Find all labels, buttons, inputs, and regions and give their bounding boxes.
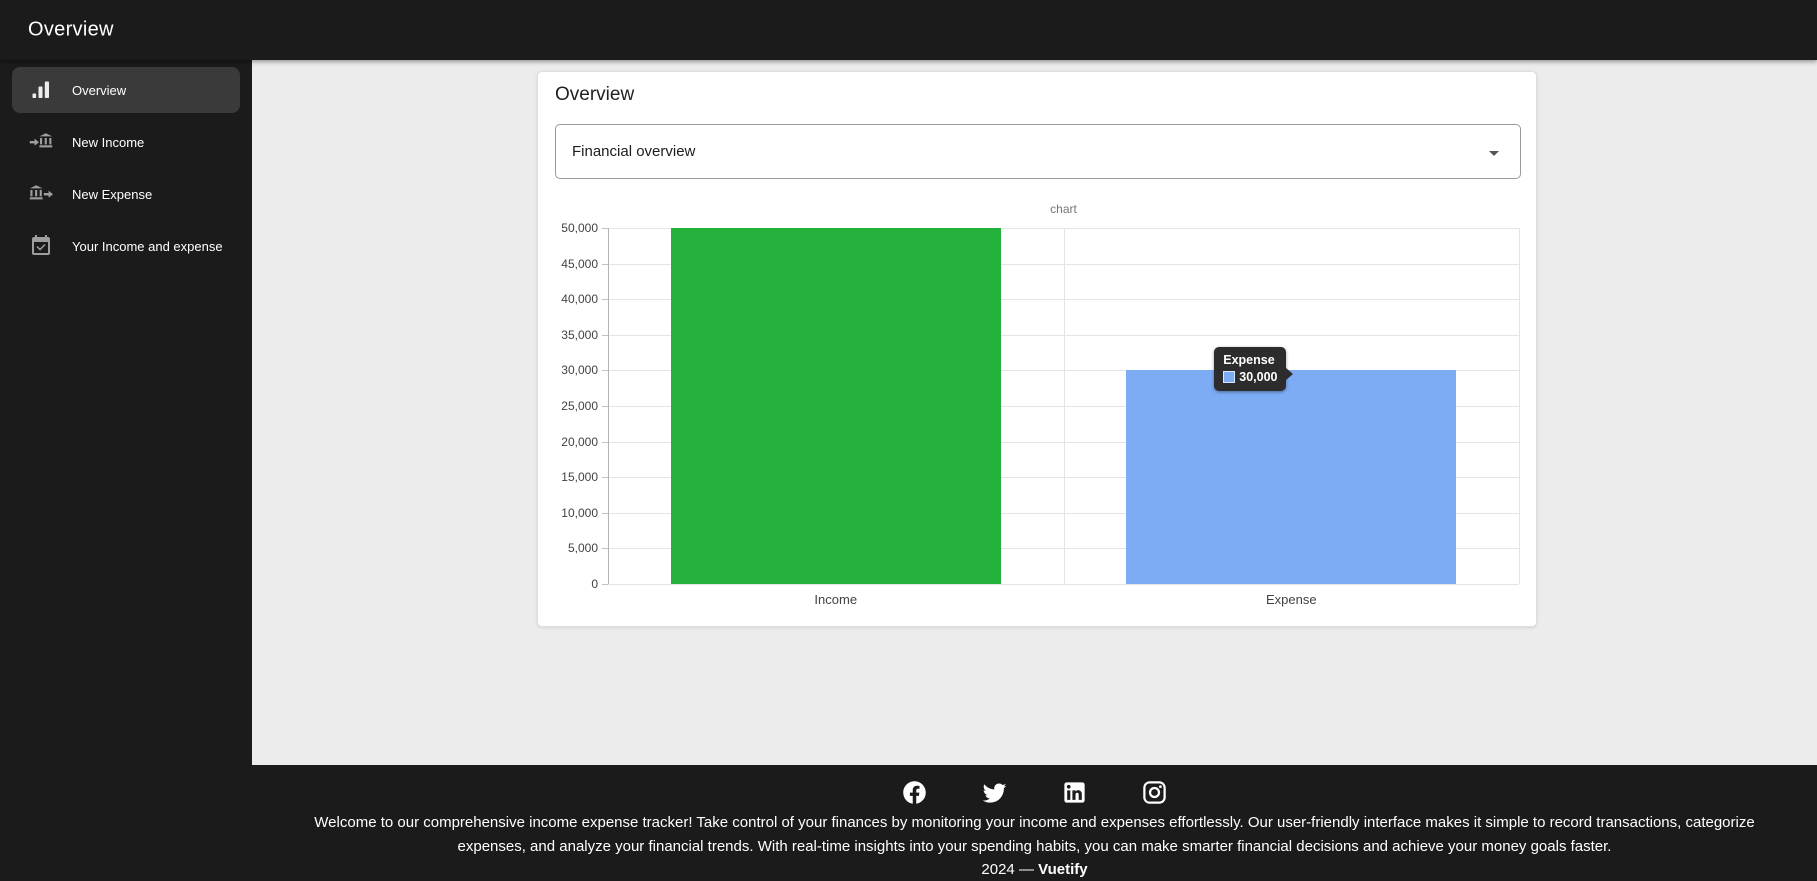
sidebar-item-label: New Income (72, 134, 145, 150)
sidebar-item-label: Your Income and expense (72, 238, 223, 254)
y-axis-tick (602, 334, 608, 336)
y-axis-tick (602, 299, 608, 301)
bar-chart-plot-area: Expense 30,000 0 5,000 10,000 15,000 20,000 2… (561, 221, 1520, 607)
y-axis-label: 35,000 (561, 327, 598, 342)
y-axis-label: 40,000 (561, 292, 598, 307)
select-value: Financial overview (572, 143, 696, 160)
bar-chart-icon (32, 81, 49, 98)
twitter-icon[interactable] (981, 779, 1008, 806)
y-axis-label: 30,000 (561, 363, 598, 378)
top-app-bar: Overview (0, 0, 1817, 60)
footer-description-line: Welcome to our comprehensive income expe… (314, 814, 1755, 831)
y-axis-label: 10,000 (561, 505, 598, 520)
footer-description-line: expenses, and analyze your financial tre… (457, 838, 1612, 855)
footer: Welcome to our comprehensive income expe… (0, 765, 1817, 881)
y-axis-label: 25,000 (561, 399, 598, 413)
sidebar-item-new-income[interactable]: New Income (12, 119, 240, 165)
y-axis-tick (602, 477, 608, 479)
vertical-gridline (1063, 228, 1065, 584)
instagram-icon[interactable] (1141, 779, 1168, 806)
y-axis-tick (602, 584, 608, 585)
footer-year-text: 2024 — (981, 861, 1034, 878)
y-axis-label: 45,000 (561, 256, 598, 271)
sidebar-item-overview[interactable]: Overview (12, 67, 240, 113)
footer-copyright: 2024 — Vuetify (264, 861, 1805, 878)
sidebar-item-label: New Expense (72, 186, 153, 202)
tooltip-series-title: Expense (1223, 353, 1275, 368)
card-title: Overview (555, 84, 635, 105)
bank-transfer-in-icon (29, 133, 53, 148)
income-bar[interactable] (670, 228, 1001, 584)
y-axis-label: 50,000 (561, 221, 598, 235)
social-icons-row (264, 765, 1805, 806)
y-axis-line (608, 228, 609, 584)
overview-card: Overview Financial overview chart Expens… (537, 71, 1537, 627)
sidebar-item-your-income-and-expense[interactable]: Your Income and expense (12, 223, 240, 269)
y-axis-label: 5,000 (567, 541, 598, 556)
tooltip-color-swatch (1223, 371, 1236, 384)
x-axis-label: Income (814, 592, 858, 607)
gridline (608, 584, 1519, 585)
linkedin-icon[interactable] (1061, 779, 1088, 806)
page-title: Overview (28, 18, 114, 41)
y-axis-label: 15,000 (561, 470, 598, 485)
vertical-gridline (1519, 228, 1520, 584)
financial-overview-select[interactable]: Financial overview (555, 124, 1521, 179)
footer-brand: Vuetify (1038, 861, 1088, 878)
y-axis-tick (602, 441, 608, 443)
calendar-check-icon (32, 235, 50, 255)
chevron-down-icon (1489, 151, 1499, 156)
y-axis-tick (602, 512, 608, 514)
y-axis-tick (602, 406, 608, 407)
sidebar-item-label: Overview (72, 82, 127, 98)
sidebar-navigation: Overview New Income New Expense (0, 60, 252, 765)
main-content: Overview Financial overview chart Expens… (252, 60, 1817, 765)
expense-bar[interactable] (1126, 370, 1457, 584)
sidebar-item-new-expense[interactable]: New Expense (12, 171, 240, 217)
bank-transfer-out-icon (29, 185, 53, 200)
y-axis-tick (602, 548, 608, 550)
tooltip-value: 30,000 (1239, 370, 1278, 385)
y-axis-tick (602, 263, 608, 265)
chart-tooltip: Expense 30,000 (1214, 347, 1294, 392)
y-axis-tick (602, 370, 608, 372)
chart-title: chart (1050, 202, 1077, 216)
footer-description: Welcome to our comprehensive income expe… (264, 811, 1805, 859)
y-axis-tick (602, 228, 608, 229)
x-axis-label: Expense (1265, 592, 1317, 607)
y-axis-label: 20,000 (561, 434, 598, 449)
facebook-icon[interactable] (901, 779, 928, 806)
y-axis-label: 0 (591, 577, 598, 591)
